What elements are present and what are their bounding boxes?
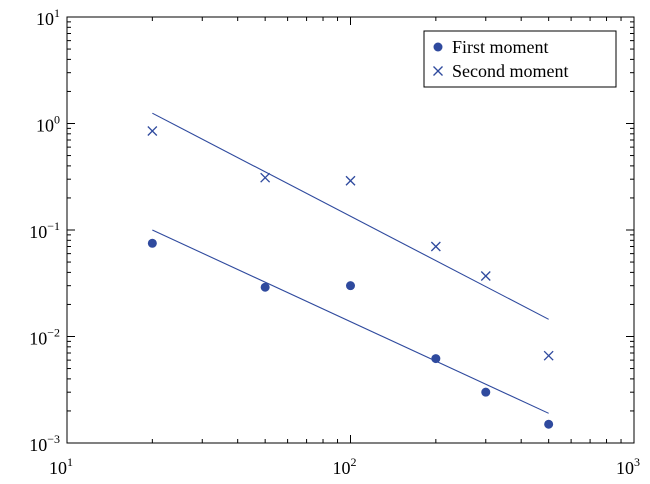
first-moment-point (481, 387, 491, 397)
legend-box (423, 30, 617, 88)
x-tick-label: 103 (616, 455, 640, 478)
second-moment-point (543, 350, 554, 361)
fit-lines (152, 112, 549, 414)
legend-marker-circle (433, 42, 443, 52)
second-moment-point (430, 241, 441, 252)
fit-line-series-1 (152, 229, 549, 414)
legend-label-series-2: Second moment (452, 61, 568, 81)
second-moment-point (147, 126, 158, 136)
first-moment-point (147, 238, 157, 248)
x-tick-label: 102 (333, 455, 357, 478)
data-marks (147, 126, 554, 429)
axis-ticks (66, 16, 635, 444)
tick-labels: 101 102 103 10−3 10−2 10−1 100 101 (29, 6, 640, 478)
second-moment-point (480, 271, 491, 281)
y-tick-label: 10−2 (29, 326, 60, 349)
first-moment-point (346, 281, 355, 291)
legend-marker-x (433, 66, 443, 76)
y-tick-label: 10−3 (29, 432, 60, 455)
first-moment-point (431, 354, 441, 364)
y-tick-label: 100 (36, 113, 60, 136)
legend-label-series-1: First moment (452, 37, 549, 57)
first-moment-point (544, 419, 554, 429)
legend: First moment Second moment (423, 30, 617, 88)
second-moment-point (345, 175, 356, 186)
y-tick-label: 101 (36, 6, 60, 29)
second-moment-point (260, 172, 271, 183)
first-moment-point (260, 282, 270, 292)
y-tick-label: 10−1 (29, 219, 60, 242)
fit-line-series-2 (152, 112, 549, 320)
x-tick-label: 101 (49, 455, 73, 478)
